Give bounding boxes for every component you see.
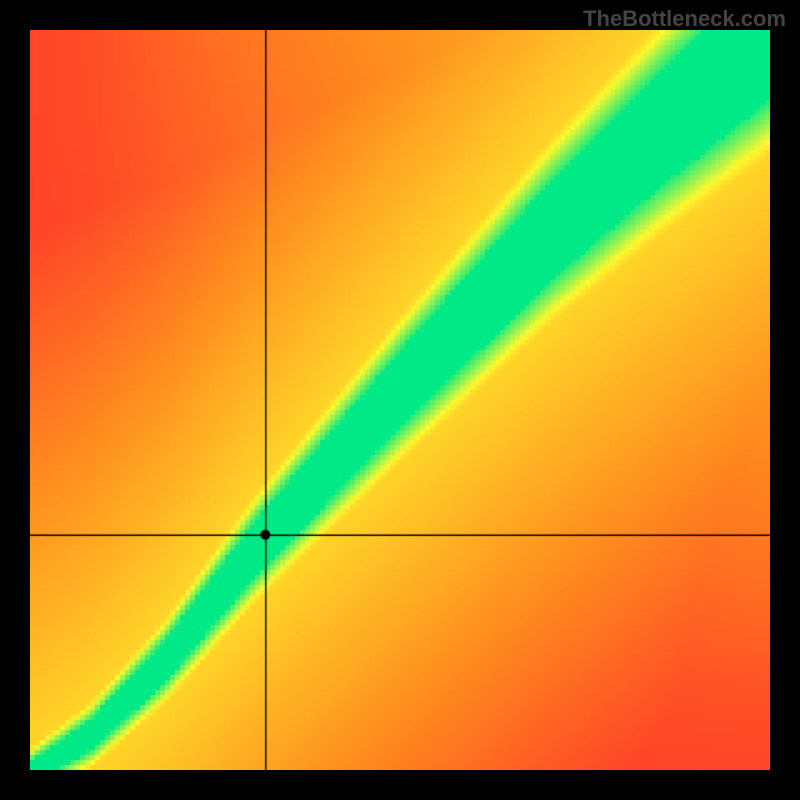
- plot-area: [30, 30, 770, 770]
- attribution-text: TheBottleneck.com: [583, 6, 786, 32]
- bottleneck-heatmap: TheBottleneck.com: [0, 0, 800, 800]
- heatmap-canvas: [30, 30, 770, 770]
